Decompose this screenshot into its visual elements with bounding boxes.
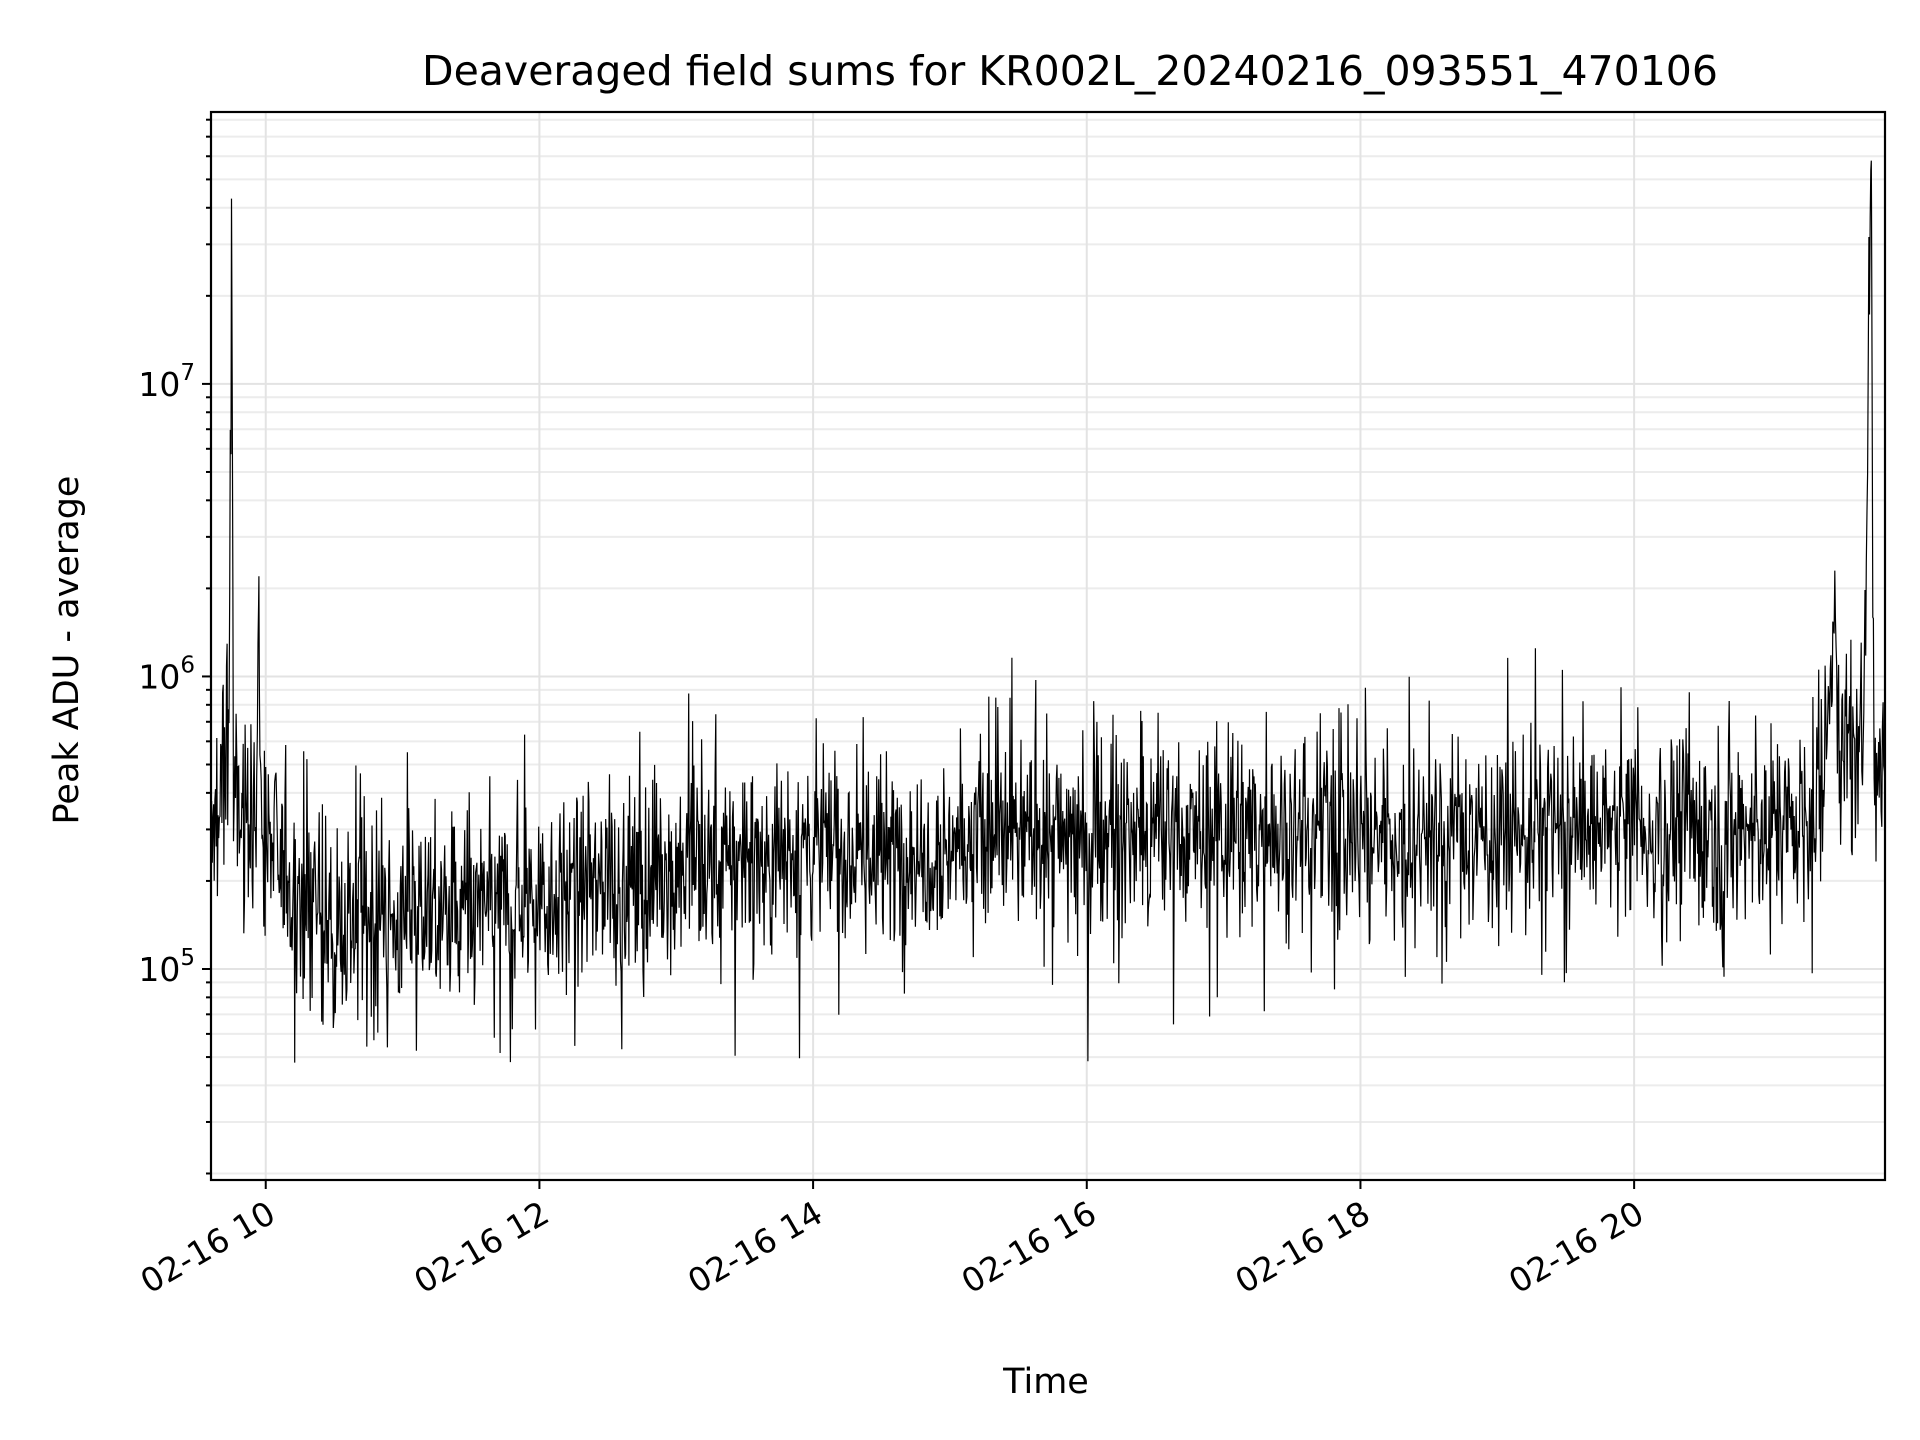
y-tick-label-base: 10: [138, 365, 180, 404]
y-tick-label-exp: 6: [180, 652, 195, 678]
x-axis-label: Time: [1002, 1362, 1089, 1402]
chart-title: Deaveraged field sums for KR002L_2024021…: [422, 47, 1718, 95]
y-tick-label-base: 10: [138, 950, 180, 989]
series-line: [210, 160, 1886, 1063]
y-axis-label: Peak ADU - average: [47, 476, 87, 825]
y-tick-label-exp: 7: [180, 360, 195, 386]
plot-frame: [209, 110, 1887, 1182]
y-tick-label-base: 10: [138, 657, 180, 696]
series-layer: [210, 160, 1886, 1063]
y-tick-label: 105: [138, 945, 195, 989]
y-tick-label: 107: [138, 360, 195, 404]
y-tick-label-exp: 5: [180, 945, 195, 971]
y-tick-label: 106: [138, 652, 195, 696]
